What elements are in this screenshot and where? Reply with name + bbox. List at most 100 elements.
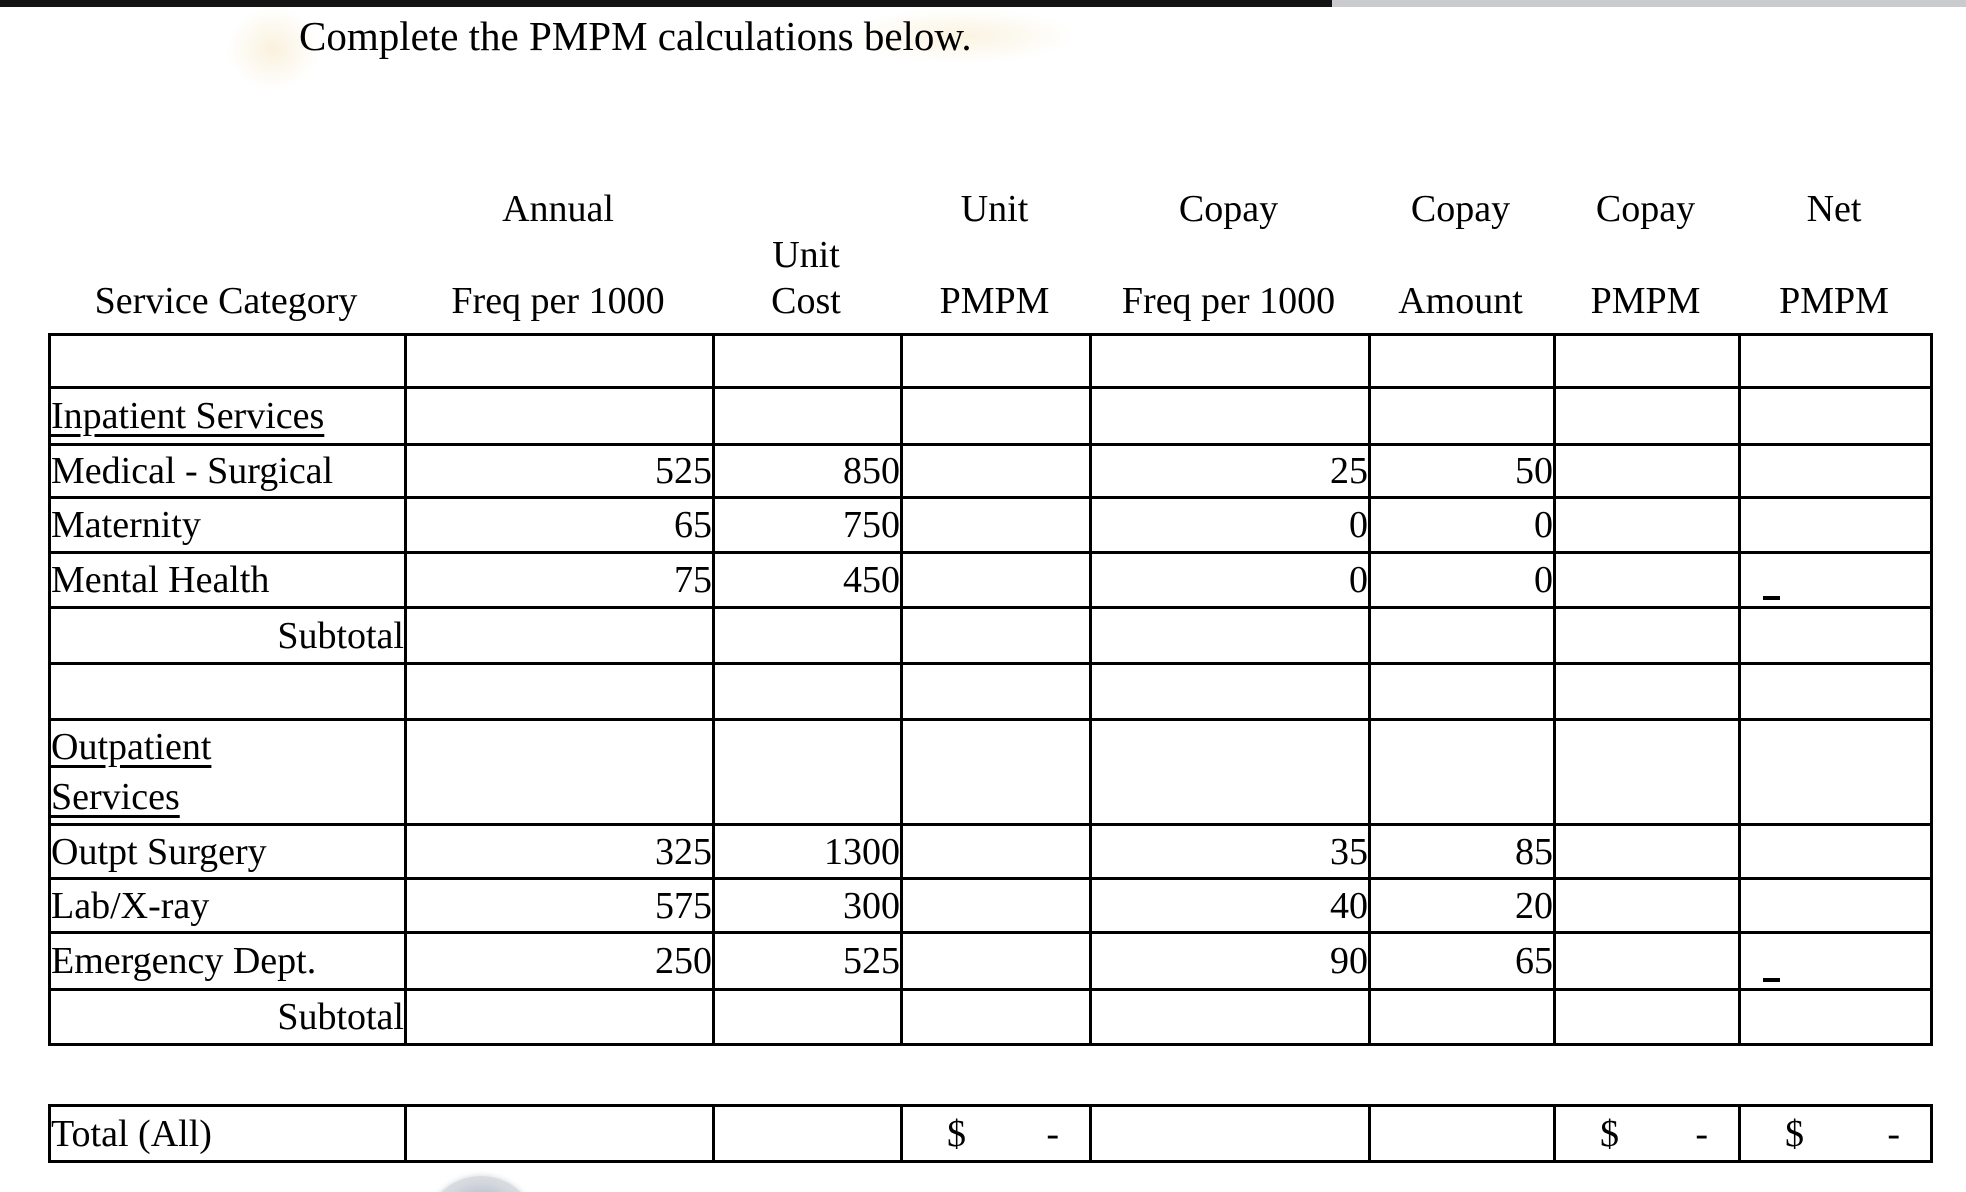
cell-emergency-dept-annual-freq: 250 [404, 931, 715, 991]
accounting-dash: - [1046, 1112, 1059, 1155]
accounting-cell: $ - [1743, 1112, 1929, 1156]
cell-outpatient-annual-freq [404, 718, 715, 826]
page-title: Complete the PMPM calculations below. [299, 13, 972, 59]
currency-symbol: $ [947, 1112, 966, 1155]
cell-blank1-annual-freq [404, 333, 715, 389]
cell-maternity-unit-pmpm [900, 496, 1092, 554]
cell-outpt-surgery-annual-freq: 325 [404, 823, 715, 880]
cell-total-annual-freq [404, 1104, 715, 1163]
header-spacer [1368, 232, 1553, 278]
cell-medical-surgical-unit-cost: 850 [712, 443, 903, 499]
cell-inpatient-subtotal-unit-cost [712, 606, 903, 665]
cell-inpatient-subtotal-copay-pmpm [1553, 606, 1741, 665]
cell-medical-surgical-unit-pmpm [900, 443, 1092, 499]
cell-inpatient-copay-amount [1368, 386, 1556, 446]
cell-maternity-net-pmpm [1738, 496, 1933, 554]
cell-inpatient-unit-cost [712, 386, 903, 446]
header-spacer [48, 186, 404, 232]
cell-blank1-copay-freq [1089, 333, 1371, 389]
cell-inpatient-subtotal-label: Subtotal [48, 606, 407, 665]
cell-outpatient-subtotal-annual-freq [404, 988, 715, 1046]
cell-outpt-surgery-unit-cost: 1300 [712, 823, 903, 880]
cell-total-label: Total (All) [48, 1104, 407, 1163]
dash-mark: - [1763, 596, 1780, 600]
cell-inpatient-subtotal-copay-amount [1368, 606, 1556, 665]
table-row-blank-2 [48, 662, 1933, 721]
cell-outpatient-copay-freq [1089, 718, 1371, 826]
cell-maternity-copay-freq: 0 [1089, 496, 1371, 554]
cell-maternity-copay-amount: 0 [1368, 496, 1556, 554]
top-edge-bar-gray [1332, 0, 1966, 7]
cell-outpatient-unit-cost [712, 718, 903, 826]
cell-inpatient-subtotal-net-pmpm [1738, 606, 1933, 665]
accounting-cell: $ - [1558, 1112, 1737, 1156]
cell-maternity-service: Maternity [48, 496, 407, 554]
cell-blank2-copay-amount [1368, 662, 1556, 721]
header-copay-pmpm-top: Copay [1595, 188, 1696, 230]
cell-total-copay-pmpm: $ - [1553, 1104, 1741, 1163]
cell-lab-xray-copay-pmpm [1553, 877, 1741, 934]
cell-outpatient-copay-pmpm [1553, 718, 1741, 826]
column-headers: Annual Unit Copay Copay Copay Net Unit S… [48, 186, 1930, 324]
cell-outpt-surgery-unit-pmpm [900, 823, 1092, 880]
cell-emergency-dept-copay-pmpm [1553, 931, 1741, 991]
outpatient-section-title: Outpatient Services [51, 726, 212, 818]
cell-lab-xray-copay-amount: 20 [1368, 877, 1556, 934]
table-row-total: Total (All) $ - $ - $ - [48, 1104, 1933, 1163]
cell-medical-surgical-net-pmpm [1738, 443, 1933, 499]
cell-emergency-dept-service: Emergency Dept. [48, 931, 407, 991]
table-row-maternity: Maternity 65 750 0 0 [48, 496, 1933, 554]
table-row-lab-xray: Lab/X-ray 575 300 40 20 [48, 877, 1933, 934]
table-row-outpatient-subtotal: Subtotal [48, 988, 1933, 1046]
cell-outpt-surgery-net-pmpm [1738, 823, 1933, 880]
header-spacer [48, 232, 404, 278]
header-copay-amount-top: Copay [1410, 188, 1511, 230]
table-row-blank-1 [48, 333, 1933, 389]
cell-total-copay-freq [1089, 1104, 1371, 1163]
cell-mental-health-copay-amount: 0 [1368, 551, 1556, 609]
cell-medical-surgical-service: Medical - Surgical [48, 443, 407, 499]
cell-mental-health-net-pmpm: - [1738, 551, 1933, 609]
dash-mark: - [1763, 978, 1780, 982]
cell-inpatient-annual-freq [404, 386, 715, 446]
top-edge-bar-black [0, 0, 1332, 7]
cell-total-copay-amount [1368, 1104, 1556, 1163]
cell-total-unit-pmpm: $ - [900, 1104, 1092, 1163]
header-unit-cost: Cost [771, 280, 841, 322]
cell-outpatient-subtotal-copay-amount [1368, 988, 1556, 1046]
cell-emergency-dept-net-pmpm: - [1738, 931, 1933, 991]
header-spacer [1738, 232, 1930, 278]
cell-mental-health-copay-freq: 0 [1089, 551, 1371, 609]
cell-medical-surgical-copay-amount: 50 [1368, 443, 1556, 499]
cell-outpatient-subtotal-net-pmpm [1738, 988, 1933, 1046]
total-table: Total (All) $ - $ - $ - [48, 1104, 1933, 1163]
header-service-category: Service Category [94, 280, 358, 322]
header-copay-freq: Freq per 1000 [1121, 280, 1336, 322]
cell-emergency-dept-copay-amount: 65 [1368, 931, 1556, 991]
cell-maternity-unit-cost: 750 [712, 496, 903, 554]
header-copay-amount: Amount [1398, 280, 1523, 322]
cell-outpatient-net-pmpm [1738, 718, 1933, 826]
cell-total-net-pmpm: $ - [1738, 1104, 1933, 1163]
cell-mental-health-copay-pmpm [1553, 551, 1741, 609]
header-spacer [404, 232, 712, 278]
cell-outpt-surgery-copay-pmpm [1553, 823, 1741, 880]
header-copay-pmpm: PMPM [1590, 280, 1701, 322]
cell-lab-xray-copay-freq: 40 [1089, 877, 1371, 934]
sphere-artifact [424, 1176, 538, 1192]
header-unit-cost-top: Unit [772, 234, 840, 276]
table-row-mental-health: Mental Health 75 450 0 0 - [48, 551, 1933, 609]
cell-blank1-copay-pmpm [1553, 333, 1741, 389]
cell-medical-surgical-copay-pmpm [1553, 443, 1741, 499]
cell-blank2-annual-freq [404, 662, 715, 721]
cell-inpatient-copay-pmpm [1553, 386, 1741, 446]
header-net-top: Net [1806, 188, 1862, 230]
cell-inpatient-section-label: Inpatient Services [48, 386, 407, 446]
cell-mental-health-annual-freq: 75 [404, 551, 715, 609]
cell-medical-surgical-copay-freq: 25 [1089, 443, 1371, 499]
cell-blank2-service [48, 662, 407, 721]
cell-outpatient-subtotal-copay-pmpm [1553, 988, 1741, 1046]
header-spacer [1089, 232, 1368, 278]
cell-blank2-net-pmpm [1738, 662, 1933, 721]
header-annual: Annual [502, 188, 614, 230]
